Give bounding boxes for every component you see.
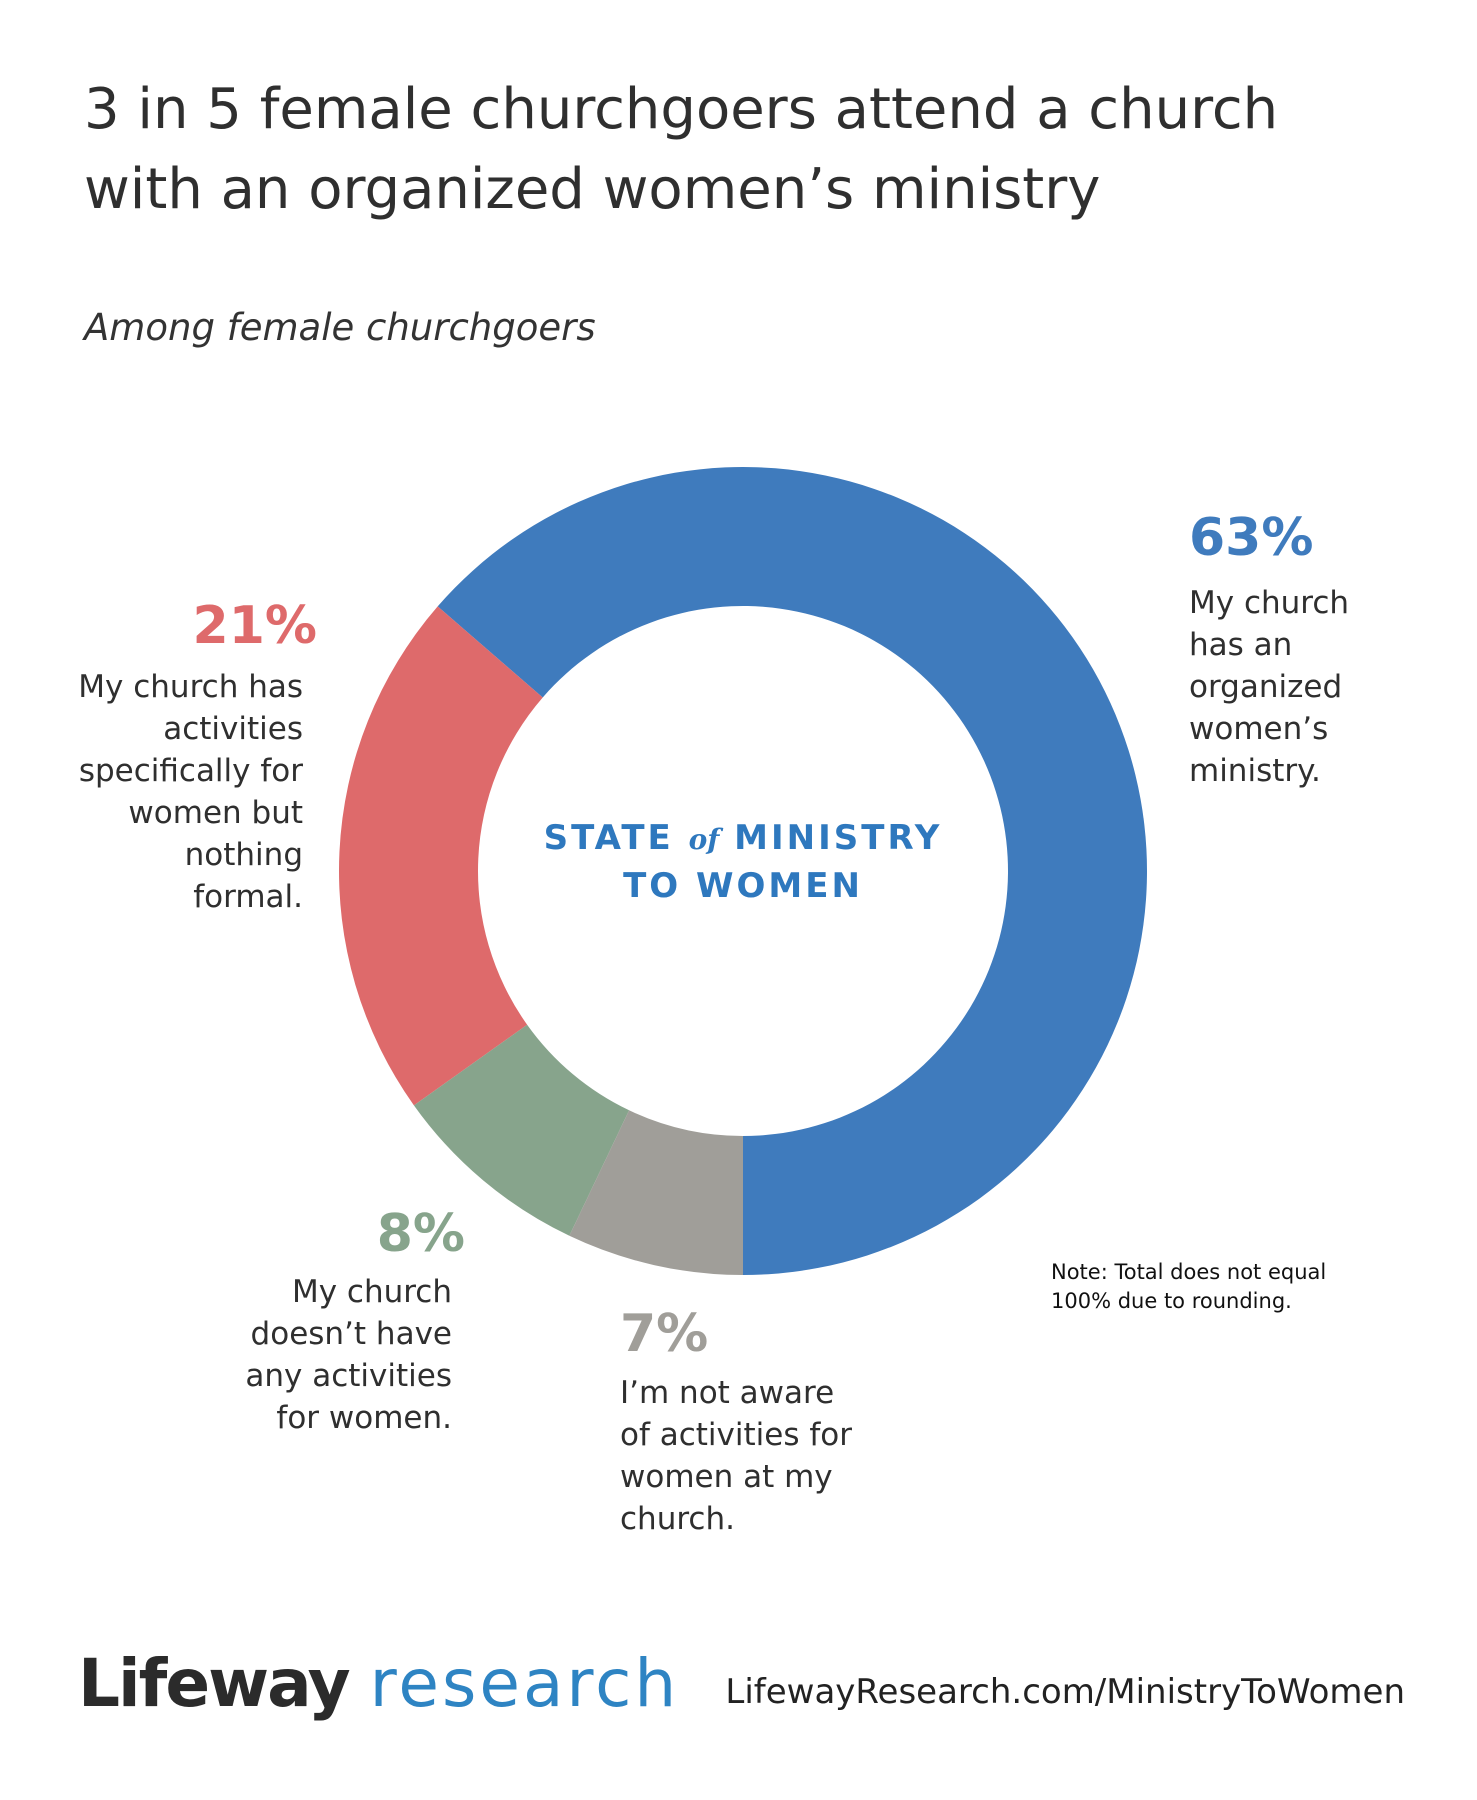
category-label: My church doesn’t have any activities fo… [245, 1274, 452, 1436]
url: LifewayResearch.com/MinistryToWomen [725, 1672, 1405, 1712]
logo-text: of [688, 823, 720, 856]
category-label: My church has activities specifically fo… [78, 669, 303, 915]
value-label: 63% [1189, 508, 1314, 568]
chart-title: 3 in 5 female churchgoers attend a churc… [84, 77, 1279, 222]
category-label: I’m not aware of activities for women at… [620, 1375, 852, 1537]
center-logo: STATE of MINISTRY TO WOMEN [493, 815, 993, 909]
brand-text: Lifeway [78, 1645, 351, 1722]
donut-slice [413, 1024, 630, 1236]
donut-slice [437, 467, 1147, 1276]
category-label: My church has an organized women’s minis… [1189, 585, 1350, 789]
donut-slice [569, 1110, 743, 1275]
value-label: 21% [192, 596, 317, 656]
logo-text: MINISTRY [734, 818, 943, 858]
brand-logo: Lifeway research [78, 1645, 679, 1722]
logo-text: TO WOMEN [623, 866, 863, 906]
note: Note: Total does not equal 100% due to r… [1051, 1260, 1327, 1313]
chart-subtitle: Among female churchgoers [84, 306, 596, 349]
brand-text: research [369, 1645, 680, 1722]
donut-slice [339, 606, 543, 1106]
value-label: 8% [376, 1204, 465, 1264]
logo-text: STATE [543, 818, 674, 858]
value-label: 7% [620, 1304, 709, 1364]
